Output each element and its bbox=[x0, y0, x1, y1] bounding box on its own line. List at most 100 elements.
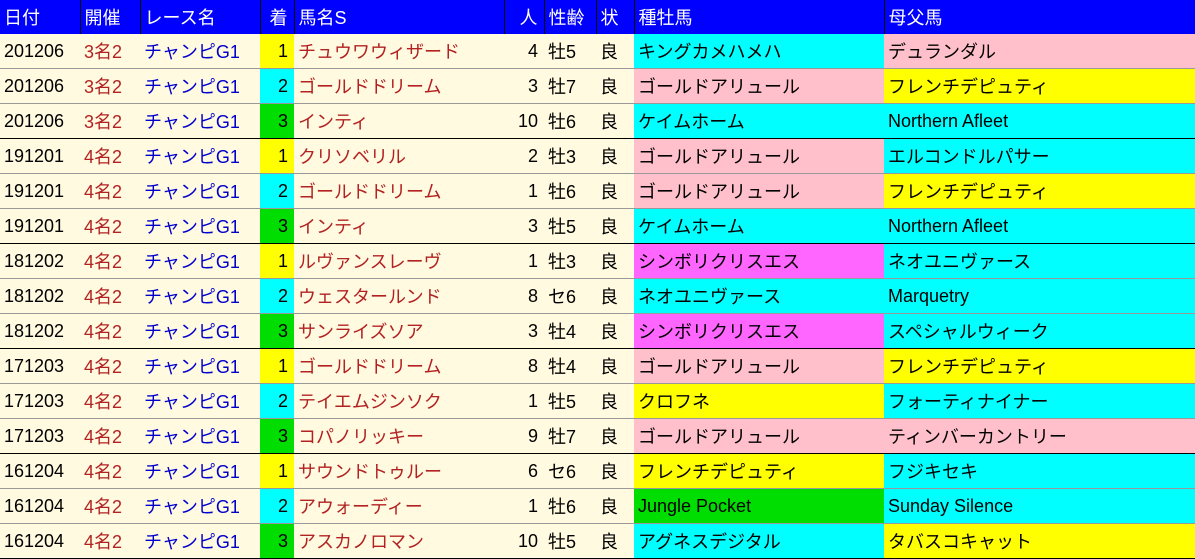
race-results-table: 日付開催レース名着馬名S人性齢状種牡馬母父馬 2012063名2チャンピG11チ… bbox=[0, 0, 1195, 559]
cell-date: 191201 bbox=[0, 139, 80, 174]
cell-horse: ゴールドドリーム bbox=[294, 69, 504, 104]
cell-horse: テイエムジンソク bbox=[294, 384, 504, 419]
cell-pos: 2 bbox=[260, 279, 294, 314]
cell-horse: インティ bbox=[294, 104, 504, 139]
cell-damsire: ネオユニヴァース bbox=[884, 244, 1195, 279]
cell-date: 161204 bbox=[0, 454, 80, 489]
cell-venue: 4名2 bbox=[80, 279, 140, 314]
cell-damsire: フレンチデピュティ bbox=[884, 349, 1195, 384]
cell-horse: サンライズソア bbox=[294, 314, 504, 349]
cell-track: 良 bbox=[596, 34, 634, 69]
cell-horse: ゴールドドリーム bbox=[294, 349, 504, 384]
cell-sire: ゴールドアリュール bbox=[634, 174, 884, 209]
cell-pos: 2 bbox=[260, 384, 294, 419]
cell-date: 181202 bbox=[0, 244, 80, 279]
cell-pos: 1 bbox=[260, 349, 294, 384]
cell-horse: アスカノロマン bbox=[294, 524, 504, 559]
cell-sex: 牡6 bbox=[544, 104, 596, 139]
cell-sire: ゴールドアリュール bbox=[634, 419, 884, 454]
cell-venue: 4名2 bbox=[80, 454, 140, 489]
table-row: 2012063名2チャンピG13インティ10牡6良ケイムホームNorthern … bbox=[0, 104, 1195, 139]
cell-date: 191201 bbox=[0, 209, 80, 244]
cell-pop: 2 bbox=[504, 139, 544, 174]
cell-sex: 牡3 bbox=[544, 139, 596, 174]
cell-pop: 6 bbox=[504, 454, 544, 489]
table-row: 1812024名2チャンピG11ルヴァンスレーヴ1牡3良シンボリクリスエスネオユ… bbox=[0, 244, 1195, 279]
table-row: 1912014名2チャンピG12ゴールドドリーム1牡6良ゴールドアリュールフレン… bbox=[0, 174, 1195, 209]
cell-race: チャンピG1 bbox=[140, 524, 260, 559]
cell-sire: シンボリクリスエス bbox=[634, 314, 884, 349]
cell-sire: アグネスデジタル bbox=[634, 524, 884, 559]
cell-damsire: Marquetry bbox=[884, 279, 1195, 314]
cell-venue: 4名2 bbox=[80, 209, 140, 244]
cell-sex: セ6 bbox=[544, 454, 596, 489]
cell-date: 171203 bbox=[0, 384, 80, 419]
cell-date: 171203 bbox=[0, 419, 80, 454]
cell-track: 良 bbox=[596, 279, 634, 314]
cell-sire: ゴールドアリュール bbox=[634, 349, 884, 384]
cell-venue: 4名2 bbox=[80, 139, 140, 174]
col-header: 人 bbox=[504, 0, 544, 34]
header-row: 日付開催レース名着馬名S人性齢状種牡馬母父馬 bbox=[0, 0, 1195, 34]
cell-pop: 10 bbox=[504, 524, 544, 559]
cell-pop: 1 bbox=[504, 244, 544, 279]
cell-sire: クロフネ bbox=[634, 384, 884, 419]
table-row: 1712034名2チャンピG11ゴールドドリーム8牡4良ゴールドアリュールフレン… bbox=[0, 349, 1195, 384]
col-header: レース名 bbox=[140, 0, 260, 34]
cell-pos: 2 bbox=[260, 489, 294, 524]
cell-date: 181202 bbox=[0, 314, 80, 349]
cell-sex: 牡4 bbox=[544, 349, 596, 384]
cell-pop: 8 bbox=[504, 349, 544, 384]
cell-sire: ゴールドアリュール bbox=[634, 69, 884, 104]
col-header: 母父馬 bbox=[884, 0, 1195, 34]
cell-venue: 4名2 bbox=[80, 489, 140, 524]
cell-horse: アウォーディー bbox=[294, 489, 504, 524]
cell-sex: 牡5 bbox=[544, 34, 596, 69]
table-row: 2012063名2チャンピG12ゴールドドリーム3牡7良ゴールドアリュールフレン… bbox=[0, 69, 1195, 104]
cell-damsire: ティンバーカントリー bbox=[884, 419, 1195, 454]
cell-race: チャンピG1 bbox=[140, 174, 260, 209]
cell-race: チャンピG1 bbox=[140, 139, 260, 174]
cell-sire: ネオユニヴァース bbox=[634, 279, 884, 314]
table-row: 1912014名2チャンピG11クリソベリル2牡3良ゴールドアリュールエルコンド… bbox=[0, 139, 1195, 174]
cell-pos: 3 bbox=[260, 104, 294, 139]
cell-track: 良 bbox=[596, 139, 634, 174]
cell-sex: 牡6 bbox=[544, 489, 596, 524]
cell-sire: ケイムホーム bbox=[634, 209, 884, 244]
cell-race: チャンピG1 bbox=[140, 384, 260, 419]
cell-horse: コパノリッキー bbox=[294, 419, 504, 454]
table-row: 1612044名2チャンピG11サウンドトゥルー6セ6良フレンチデピュティフジキ… bbox=[0, 454, 1195, 489]
cell-sire: フレンチデピュティ bbox=[634, 454, 884, 489]
cell-date: 181202 bbox=[0, 279, 80, 314]
cell-horse: クリソベリル bbox=[294, 139, 504, 174]
cell-race: チャンピG1 bbox=[140, 454, 260, 489]
col-header: 開催 bbox=[80, 0, 140, 34]
cell-race: チャンピG1 bbox=[140, 489, 260, 524]
cell-pop: 1 bbox=[504, 384, 544, 419]
col-header: 種牡馬 bbox=[634, 0, 884, 34]
cell-venue: 3名2 bbox=[80, 104, 140, 139]
cell-pop: 4 bbox=[504, 34, 544, 69]
cell-damsire: フレンチデピュティ bbox=[884, 69, 1195, 104]
cell-venue: 4名2 bbox=[80, 349, 140, 384]
cell-race: チャンピG1 bbox=[140, 279, 260, 314]
cell-venue: 4名2 bbox=[80, 244, 140, 279]
table-body: 2012063名2チャンピG11チュウワウィザード4牡5良キングカメハメハデュラ… bbox=[0, 34, 1195, 559]
cell-damsire: Northern Afleet bbox=[884, 104, 1195, 139]
col-header: 日付 bbox=[0, 0, 80, 34]
cell-pop: 9 bbox=[504, 419, 544, 454]
cell-date: 171203 bbox=[0, 349, 80, 384]
cell-horse: ウェスタールンド bbox=[294, 279, 504, 314]
table-row: 1912014名2チャンピG13インティ3牡5良ケイムホームNorthern A… bbox=[0, 209, 1195, 244]
cell-horse: チュウワウィザード bbox=[294, 34, 504, 69]
cell-venue: 4名2 bbox=[80, 174, 140, 209]
cell-pos: 3 bbox=[260, 209, 294, 244]
table-row: 1812024名2チャンピG13サンライズソア3牡4良シンボリクリスエススペシャ… bbox=[0, 314, 1195, 349]
cell-damsire: デュランダル bbox=[884, 34, 1195, 69]
cell-venue: 4名2 bbox=[80, 419, 140, 454]
cell-track: 良 bbox=[596, 419, 634, 454]
cell-track: 良 bbox=[596, 384, 634, 419]
cell-damsire: エルコンドルパサー bbox=[884, 139, 1195, 174]
cell-sex: 牡4 bbox=[544, 314, 596, 349]
cell-date: 201206 bbox=[0, 104, 80, 139]
